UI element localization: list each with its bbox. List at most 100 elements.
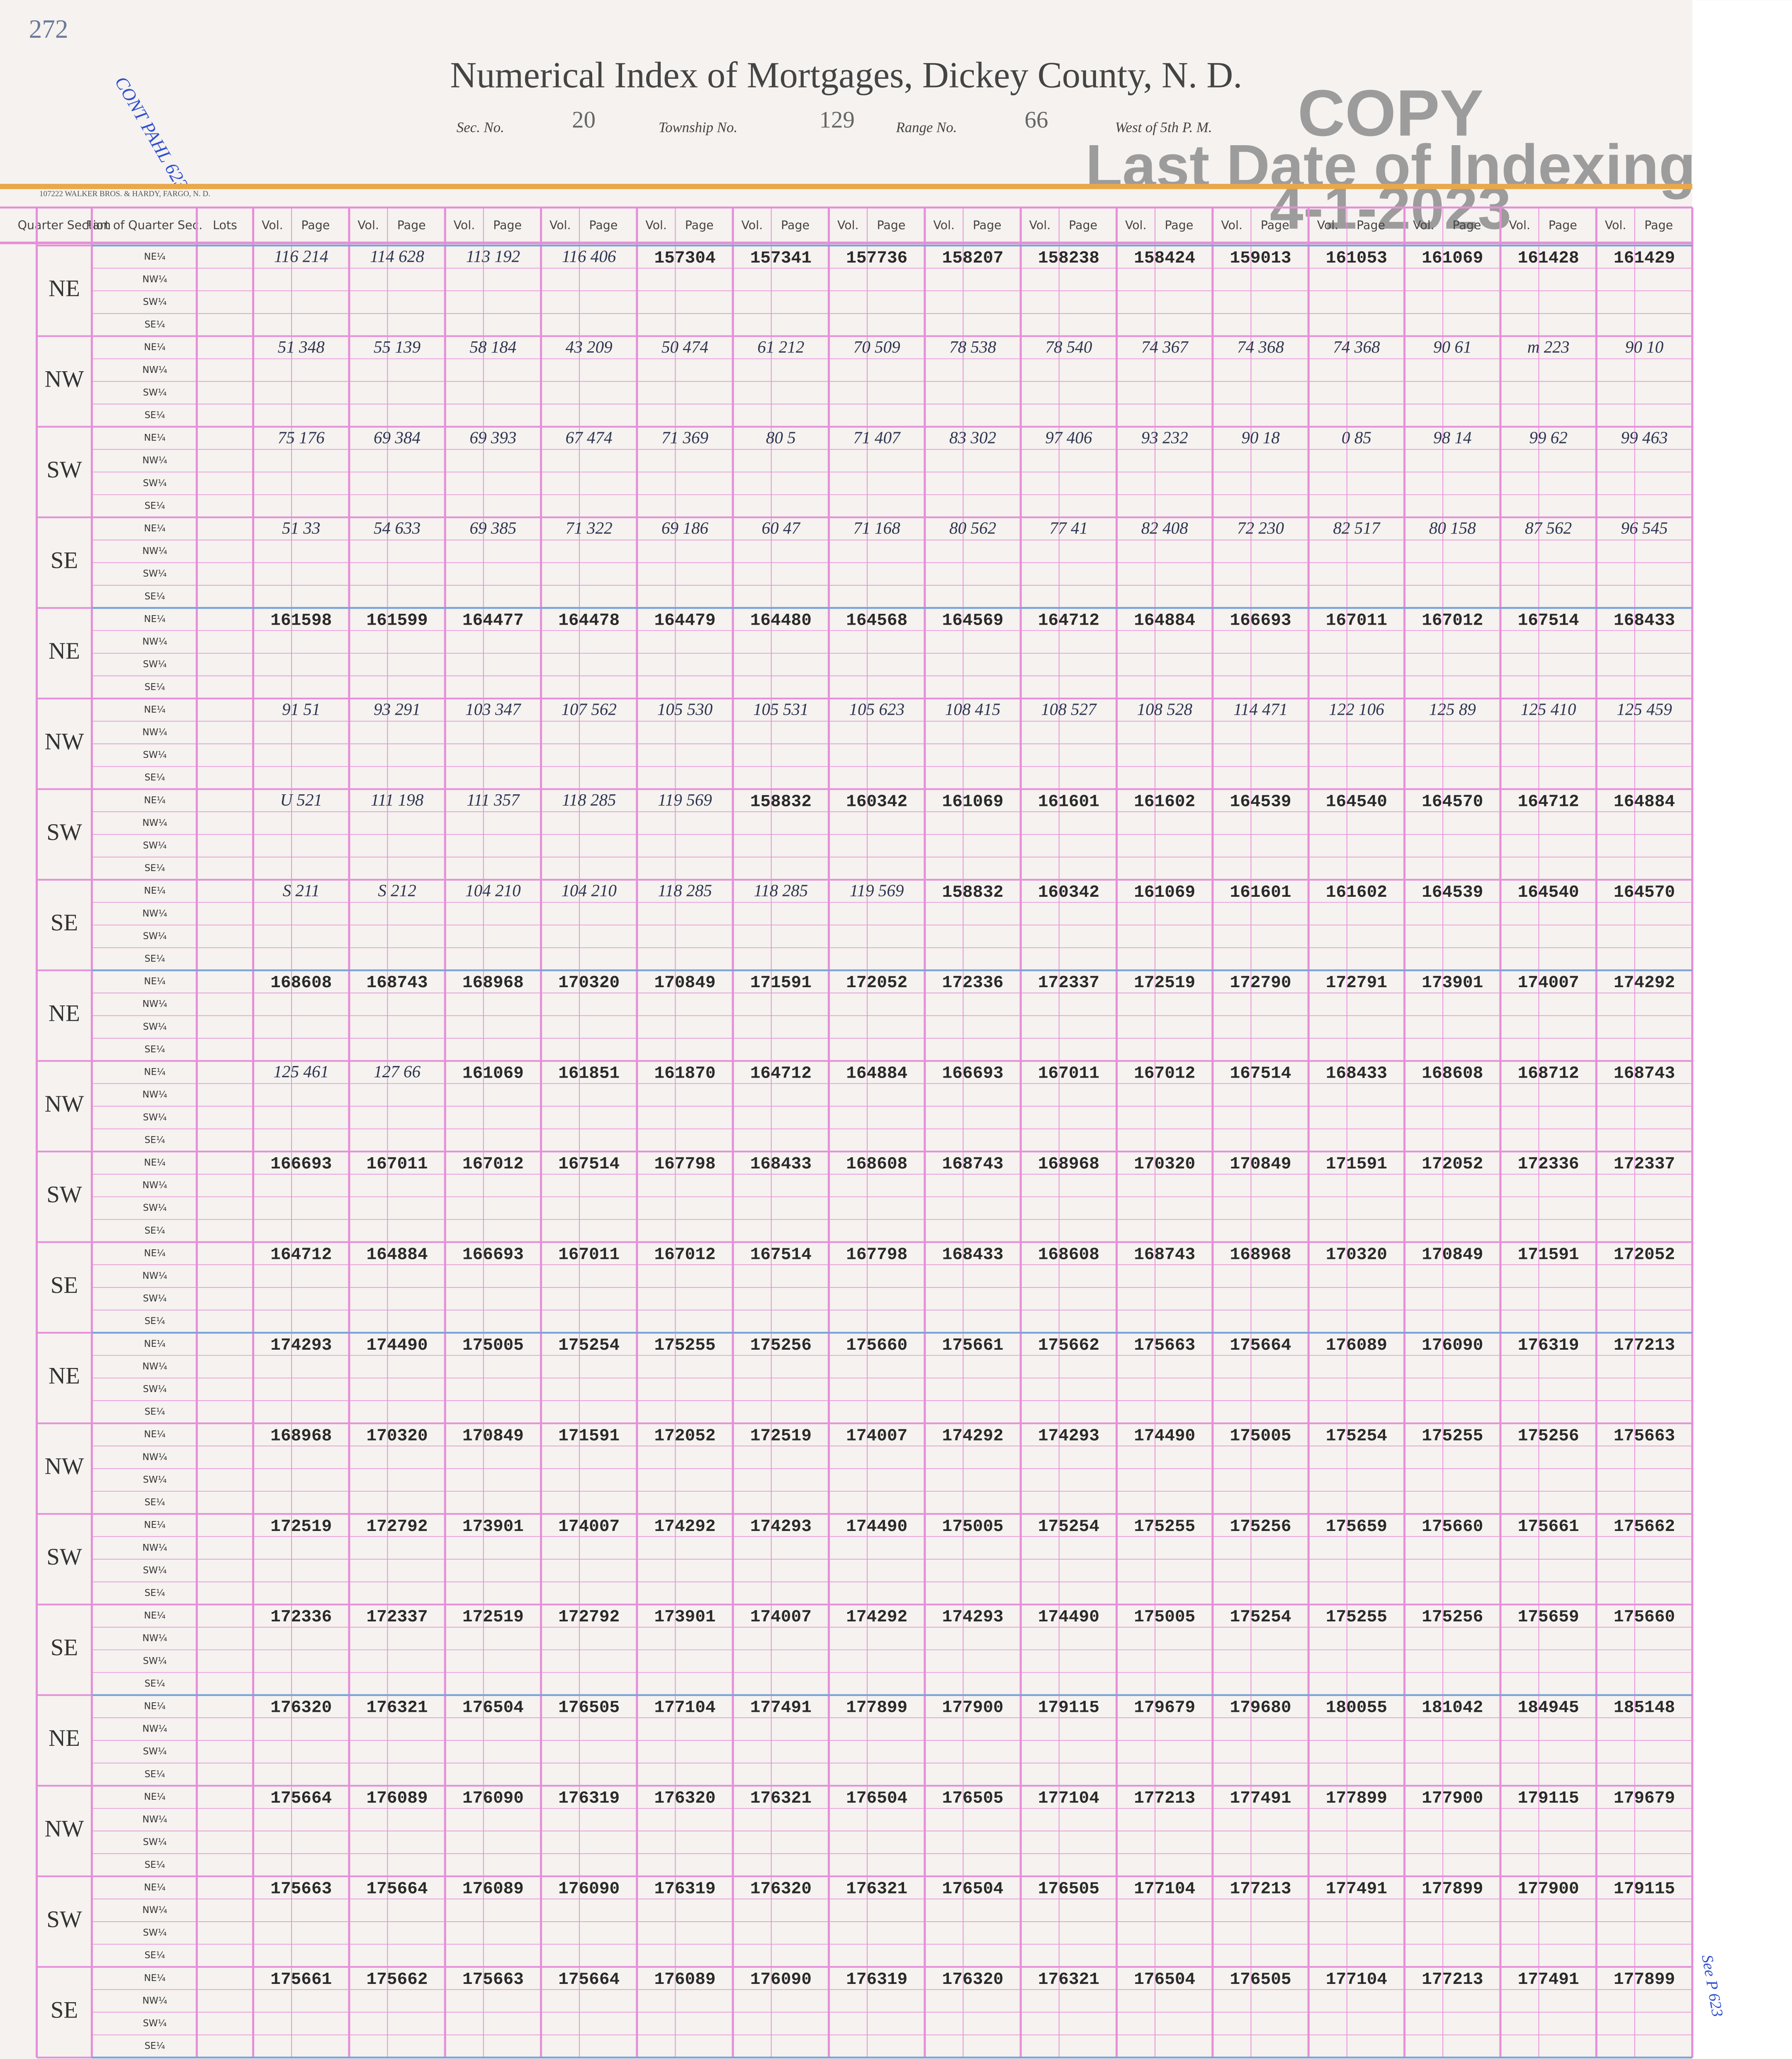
part-label: NE¼ — [144, 886, 165, 896]
part-label: SW¼ — [143, 1746, 167, 1757]
entry: 176090 — [462, 1789, 524, 1808]
column-header: Page — [301, 219, 330, 232]
entry: 0 85 — [1342, 428, 1371, 447]
part-label: NE¼ — [144, 1339, 165, 1349]
entry: 175256 — [1518, 1426, 1579, 1446]
paper — [0, 0, 1692, 2059]
entry: 167514 — [1518, 611, 1579, 630]
entry: 83 302 — [949, 428, 996, 447]
entry: 161069 — [462, 1064, 524, 1083]
entry: 175663 — [270, 1879, 332, 1898]
value: 129 — [819, 107, 854, 133]
entry: 172791 — [1326, 974, 1387, 993]
entry: 167514 — [558, 1155, 620, 1174]
quarter-label: SW — [46, 1181, 82, 1207]
label: Sec. No. — [457, 119, 504, 135]
entry: 111 198 — [371, 790, 424, 809]
entry: 177104 — [1134, 1879, 1195, 1898]
entry: 160342 — [1038, 883, 1099, 902]
entry: 170849 — [1422, 1245, 1483, 1264]
entry: 170320 — [1326, 1245, 1387, 1264]
entry: 90 10 — [1625, 337, 1664, 356]
entry: 161053 — [1326, 249, 1387, 268]
entry: 176321 — [846, 1879, 907, 1898]
entry: 71 322 — [566, 518, 613, 538]
entry: 168743 — [942, 1155, 1004, 1174]
column-header: Vol. — [933, 219, 955, 232]
entry: 164480 — [750, 611, 812, 630]
entry: 175256 — [1422, 1608, 1483, 1627]
entry: 174292 — [1614, 974, 1675, 993]
part-label: SW¼ — [143, 2018, 167, 2029]
entry: 175664 — [367, 1879, 428, 1898]
part-label: NW¼ — [142, 1180, 167, 1191]
entry: 50 474 — [661, 337, 708, 356]
entry: 176089 — [1326, 1336, 1387, 1355]
entry: 172336 — [270, 1608, 332, 1627]
entry: 176321 — [750, 1789, 812, 1808]
entry: 127 66 — [374, 1062, 421, 1081]
entry: 175661 — [1518, 1517, 1579, 1536]
entry: 166693 — [1230, 611, 1291, 630]
entry: 74 368 — [1333, 337, 1380, 356]
entry: 174007 — [846, 1426, 907, 1446]
entry: 82 517 — [1333, 518, 1380, 538]
entry: 176320 — [654, 1789, 716, 1808]
entry: 175256 — [1230, 1517, 1291, 1536]
part-label: NW¼ — [142, 1452, 167, 1463]
entry: 167798 — [846, 1245, 907, 1264]
column-header: Page — [1549, 219, 1577, 232]
part-label: NE¼ — [144, 1067, 165, 1078]
quarter-label: NW — [45, 366, 84, 392]
quarter-label: SE — [51, 1272, 78, 1298]
entry: 78 538 — [949, 337, 996, 356]
column-header: Vol. — [1509, 219, 1530, 232]
entry: 158238 — [1038, 249, 1099, 268]
entry: 168433 — [1614, 611, 1675, 630]
entry: 58 184 — [469, 337, 516, 356]
entry: 176504 — [942, 1879, 1004, 1898]
part-label: NW¼ — [142, 455, 167, 466]
part-label: NW¼ — [142, 727, 167, 737]
entry: 125 89 — [1429, 700, 1476, 719]
part-label: NE¼ — [144, 251, 165, 262]
entry: 177213 — [1134, 1789, 1195, 1808]
entry: 168608 — [1422, 1064, 1483, 1083]
entry: 179115 — [1038, 1699, 1099, 1718]
entry: 69 186 — [661, 518, 708, 538]
entry: 175662 — [1614, 1517, 1675, 1536]
entry: 175254 — [1230, 1608, 1291, 1627]
entry: 170849 — [1230, 1155, 1291, 1174]
part-label: NW¼ — [142, 365, 167, 375]
entry: 176321 — [1038, 1970, 1099, 1989]
entry: 107 562 — [561, 700, 617, 719]
entry: 70 509 — [853, 337, 900, 356]
entry: 164884 — [367, 1245, 428, 1264]
entry: 177491 — [1326, 1879, 1387, 1898]
entry: 175659 — [1518, 1608, 1579, 1627]
entry: 168968 — [1038, 1155, 1099, 1174]
entry: 80 158 — [1429, 518, 1476, 538]
entry: 105 623 — [849, 700, 905, 719]
entry: 174292 — [654, 1517, 716, 1536]
entry: 104 210 — [465, 881, 521, 900]
entry: 167012 — [1134, 1064, 1195, 1083]
part-label: SE¼ — [145, 772, 165, 783]
part-label: SW¼ — [143, 1837, 167, 1847]
part-label: SW¼ — [143, 1384, 167, 1395]
entry: 168968 — [1230, 1245, 1291, 1264]
part-label: NW¼ — [142, 999, 167, 1010]
entry: 175255 — [1422, 1426, 1483, 1446]
column-header: Page — [1069, 219, 1097, 232]
entry: 108 527 — [1041, 700, 1097, 719]
part-label: SW¼ — [143, 931, 167, 942]
part-label: SE¼ — [145, 1407, 165, 1417]
part-label: SE¼ — [145, 954, 165, 964]
entry: 164569 — [942, 611, 1004, 630]
column-header: Page — [781, 219, 810, 232]
entry: 172792 — [558, 1608, 620, 1627]
margin — [1692, 0, 1792, 2059]
entry: 108 415 — [945, 700, 1001, 719]
entry: 93 232 — [1141, 428, 1188, 447]
